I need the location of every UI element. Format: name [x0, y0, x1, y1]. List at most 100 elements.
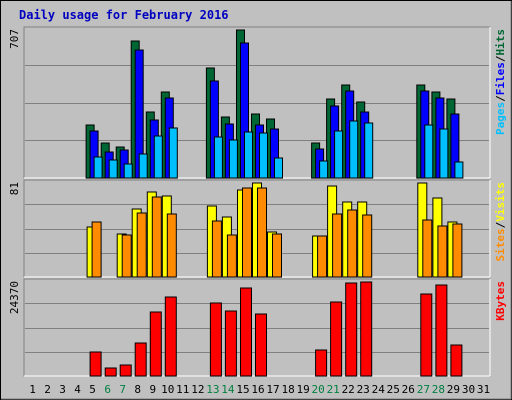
bar-kbytes-day-6 [104, 367, 117, 377]
legend-visits: Sites/Visits [494, 182, 507, 262]
bar-pages-day-23 [364, 122, 374, 179]
x-tick-label-day-21: 21 [327, 383, 340, 396]
bar-sites-day-21 [332, 213, 343, 278]
bar-sites-day-29 [452, 223, 463, 278]
bar-pages-day-29 [454, 161, 464, 179]
bar-pages-day-6 [108, 159, 118, 179]
x-tick-label-day-26: 26 [402, 383, 415, 396]
x-tick-label-day-29: 29 [447, 383, 460, 396]
panel-visits: 81 Sites/Visits [8, 179, 507, 278]
x-tick-label-day-23: 23 [357, 383, 370, 396]
bar-kbytes-day-13 [209, 302, 222, 377]
bar-kbytes-day-14 [224, 310, 237, 377]
bar-pages-day-5 [93, 156, 103, 179]
legend-item-separator: / [494, 221, 507, 228]
x-tick-label-day-10: 10 [161, 383, 174, 396]
bar-pages-day-17 [274, 157, 283, 179]
x-tick-label-day-4: 4 [74, 383, 81, 396]
bar-sites-day-23 [362, 214, 373, 278]
bar-pages-day-20 [319, 160, 329, 179]
legend-item-kbytes: KBytes [494, 281, 507, 321]
bar-kbytes-day-8 [134, 342, 147, 377]
x-tick-label-day-9: 9 [149, 383, 156, 396]
bar-pages-day-22 [349, 120, 359, 179]
legend-item-visits: Visits [494, 182, 507, 222]
x-tick-label-day-18: 18 [281, 383, 294, 396]
x-tick-label-day-30: 30 [462, 383, 475, 396]
bar-kbytes-day-15 [240, 287, 252, 377]
bar-sites-day-28 [437, 225, 448, 278]
x-tick-label-day-6: 6 [104, 383, 111, 396]
bar-sites-day-13 [211, 220, 222, 278]
bar-pages-day-27 [424, 124, 434, 179]
bar-kbytes-day-10 [164, 296, 177, 377]
x-tick-label-day-28: 28 [432, 383, 445, 396]
x-tick-label-day-8: 8 [134, 383, 141, 396]
chart-title: Daily usage for February 2016 [19, 8, 229, 22]
legend-item-files: Files [494, 62, 507, 95]
bar-sites-day-5 [91, 221, 102, 278]
bar-kbytes-day-7 [119, 364, 132, 377]
x-tick-label-day-2: 2 [44, 383, 51, 396]
bar-sites-day-17 [272, 233, 282, 278]
x-tick-label-day-5: 5 [89, 383, 96, 396]
bar-kbytes-day-9 [149, 311, 162, 377]
bar-kbytes-day-23 [360, 281, 373, 377]
bar-sites-day-8 [136, 212, 147, 278]
bar-sites-day-7 [121, 234, 132, 278]
bar-sites-day-22 [347, 209, 358, 278]
x-tick-label-day-11: 11 [176, 383, 189, 396]
bar-pages-day-15 [244, 131, 253, 179]
x-tick-label-day-12: 12 [191, 383, 204, 396]
bar-kbytes-day-22 [345, 282, 358, 377]
x-tick-label-day-24: 24 [372, 383, 386, 396]
bar-pages-day-13 [213, 136, 223, 179]
x-tick-label-day-1: 1 [29, 383, 36, 396]
x-tick-label-day-17: 17 [266, 383, 279, 396]
legend-kbytes: KBytes [494, 281, 507, 321]
legend-hits: Pages/Files/Hits [494, 29, 507, 135]
y-max-label-hits: 707 [8, 29, 21, 49]
y-max-label-kbytes: 24370 [8, 281, 21, 314]
bar-pages-day-9 [153, 135, 163, 179]
x-tick-label-day-15: 15 [236, 383, 249, 396]
x-tick-label-day-16: 16 [251, 383, 264, 396]
legend-item-sites: Sites [494, 228, 507, 261]
bar-kbytes-day-29 [450, 344, 463, 377]
bar-kbytes-day-21 [330, 301, 343, 377]
x-tick-label-day-22: 22 [342, 383, 355, 396]
bar-pages-day-28 [439, 128, 449, 179]
legend-item-hits: Hits [494, 29, 507, 56]
bar-sites-day-16 [257, 187, 267, 278]
bar-pages-day-8 [138, 153, 148, 179]
bar-sites-day-10 [166, 213, 177, 278]
legend-item-separator: / [494, 95, 507, 102]
bar-pages-day-10 [168, 127, 178, 179]
y-max-label-visits: 81 [8, 182, 21, 195]
x-tick-label-day-14: 14 [221, 383, 235, 396]
bar-sites-day-27 [422, 219, 433, 278]
legend-item-pages: Pages [494, 102, 507, 135]
bar-sites-day-15 [242, 187, 252, 278]
bar-kbytes-day-28 [435, 284, 448, 377]
x-axis: 1 2 3 4 5 6 7 8 9 10 11 12 13 14 15 16 17 18 19 20 21 22 23 24 2… [29, 383, 490, 396]
x-tick-label-day-27: 27 [417, 383, 430, 396]
bar-sites-day-20 [317, 235, 328, 278]
bar-kbytes-day-27 [420, 293, 433, 377]
bar-kbytes-day-16 [255, 313, 267, 377]
panel-kbytes: 24370 KBytes [8, 278, 507, 377]
x-tick-label-day-19: 19 [296, 383, 309, 396]
bar-pages-day-21 [334, 130, 344, 179]
legend-item-separator: / [494, 55, 507, 62]
x-tick-label-day-20: 20 [311, 383, 324, 396]
bar-pages-day-7 [123, 163, 133, 179]
bar-kbytes-day-20 [315, 349, 328, 377]
x-tick-label-day-7: 7 [119, 383, 126, 396]
x-tick-label-day-31: 31 [477, 383, 490, 396]
bar-kbytes-day-5 [89, 351, 102, 377]
x-tick-label-day-25: 25 [387, 383, 400, 396]
bar-pages-day-14 [228, 139, 238, 179]
